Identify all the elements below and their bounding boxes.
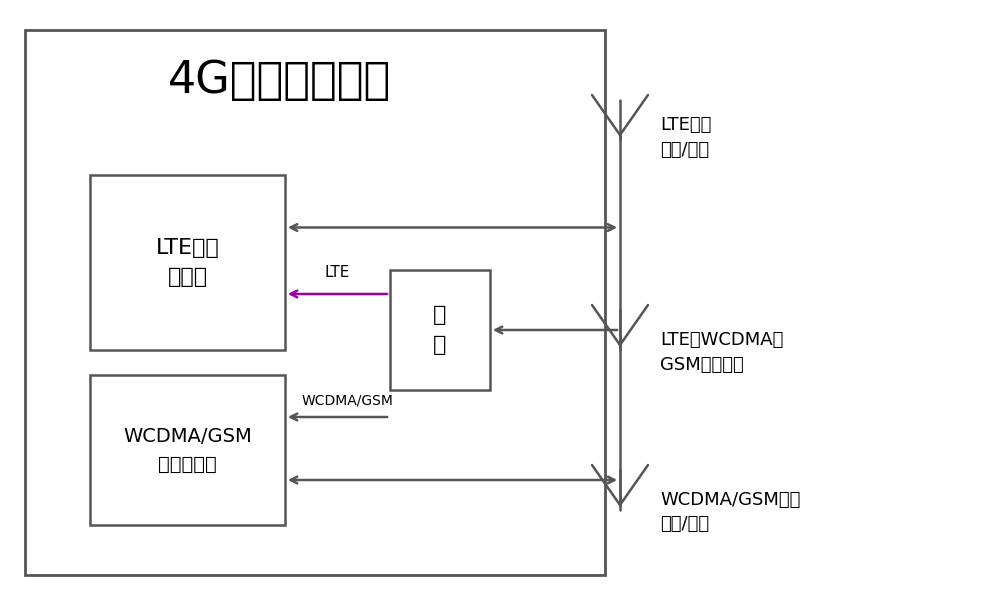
Bar [90, 375, 285, 525]
Text: WCDMA/GSM主集
发射/接收: WCDMA/GSM主集 发射/接收 [660, 490, 800, 534]
Text: LTE: LTE [325, 265, 350, 280]
Text: LTE射频
收发器: LTE射频 收发器 [156, 237, 219, 287]
Bar [25, 30, 605, 575]
Bar [390, 270, 490, 390]
Text: 4G模块射频前端: 4G模块射频前端 [168, 58, 392, 102]
Text: WCDMA/GSM
射频收发器: WCDMA/GSM 射频收发器 [123, 427, 252, 474]
Text: LTE主集
发射/接收: LTE主集 发射/接收 [660, 115, 711, 158]
Text: 开
关: 开 关 [433, 305, 447, 355]
Text: WCDMA/GSM: WCDMA/GSM [302, 393, 393, 407]
Text: LTE、WCDMA、
GSM分集接收: LTE、WCDMA、 GSM分集接收 [660, 330, 783, 374]
Bar [90, 175, 285, 350]
